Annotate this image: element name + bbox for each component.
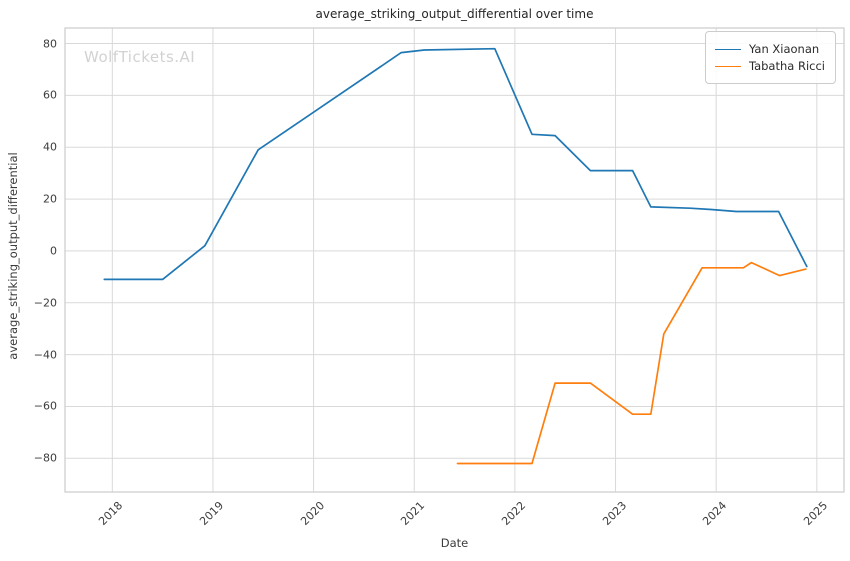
legend-entry-yan-xiaonan: Yan Xiaonan — [714, 42, 825, 56]
legend-line-swatch — [714, 48, 741, 50]
legend-label: Tabatha Ricci — [748, 59, 825, 73]
legend-label: Yan Xiaonan — [748, 42, 820, 56]
series-line-tabatha-ricci — [456, 261, 807, 465]
chart-title: average_striking_output_differential ove… — [315, 7, 594, 21]
y-tick-label: −40 — [33, 348, 57, 362]
legend-line-swatch — [714, 65, 741, 67]
plot-border — [64, 27, 845, 493]
series-line-yan-xiaonan — [103, 47, 808, 281]
y-tick-label: −20 — [33, 296, 57, 310]
y-tick-label: 80 — [43, 37, 57, 51]
watermark: WolfTickets.AI — [84, 48, 196, 66]
y-tick-label: 20 — [43, 192, 57, 206]
legend-entry-tabatha-ricci: Tabatha Ricci — [714, 59, 825, 73]
y-tick-label: 60 — [43, 88, 57, 102]
y-tick-label: −60 — [33, 399, 57, 413]
y-tick-label: 40 — [43, 140, 57, 154]
x-axis-label: Date — [440, 536, 469, 550]
legend: Yan Xiaonan Tabatha Ricci — [704, 31, 836, 84]
y-tick-label: −80 — [33, 451, 57, 465]
y-tick-label: 0 — [50, 244, 57, 258]
